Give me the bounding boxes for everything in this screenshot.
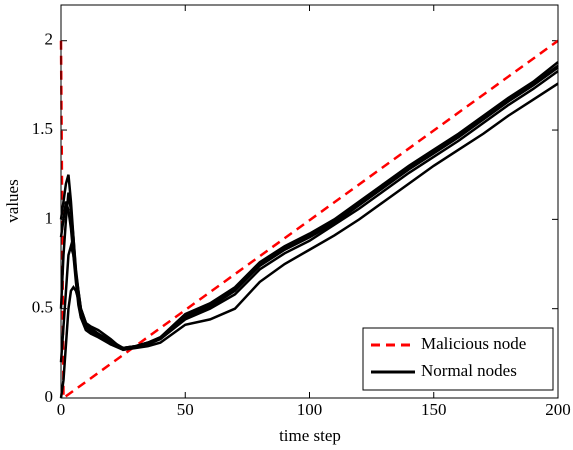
- x-tick-label: 200: [545, 400, 571, 419]
- y-tick-label: 2: [45, 30, 54, 49]
- legend-label: Malicious node: [421, 334, 526, 353]
- x-tick-label: 100: [297, 400, 323, 419]
- y-tick-label: 1.5: [32, 119, 53, 138]
- y-tick-label: 0: [45, 387, 54, 406]
- y-tick-label: 0.5: [32, 298, 53, 317]
- legend-box: [362, 327, 554, 391]
- series-line: [59, 82, 559, 399]
- axes-box: [60, 4, 559, 399]
- y-axis-label: values: [3, 179, 22, 222]
- y-tick-label: 1: [45, 208, 54, 227]
- x-tick-label: 150: [421, 400, 447, 419]
- x-tick-label: 50: [177, 400, 194, 419]
- legend-label: Normal nodes: [421, 361, 517, 380]
- x-axis-label: time step: [279, 426, 341, 445]
- x-tick-label: 0: [57, 400, 66, 419]
- series-line: [59, 64, 559, 350]
